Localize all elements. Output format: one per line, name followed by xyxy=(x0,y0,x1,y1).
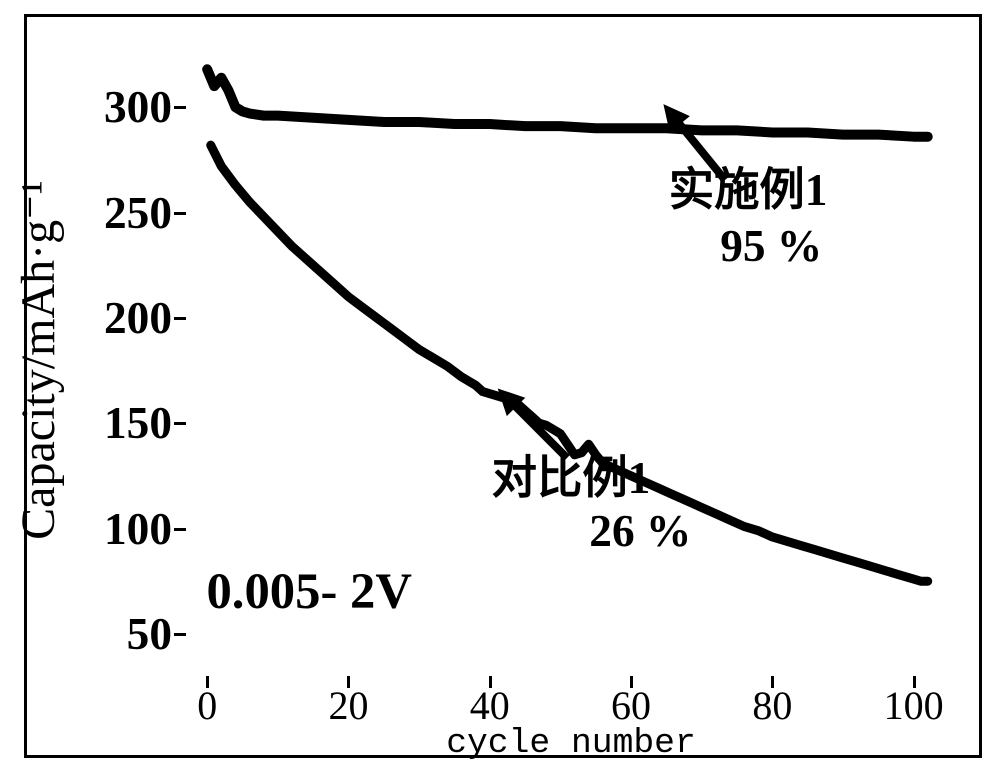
y-tick-mark xyxy=(174,422,186,425)
x-tick-mark xyxy=(913,676,916,688)
x-tick-mark xyxy=(771,676,774,688)
y-axis-title: Capacity/mAh·g⁻¹ xyxy=(10,180,66,540)
x-tick-mark xyxy=(206,676,209,688)
y-tick-mark xyxy=(174,633,186,636)
series-example1-percent: 95 % xyxy=(720,220,822,272)
series-compare1-percent: 26 % xyxy=(589,505,691,557)
y-tick-mark xyxy=(174,317,186,320)
voltage-range-label: 0.005- 2V xyxy=(206,562,411,620)
x-tick-mark xyxy=(347,676,350,688)
x-axis-title: cycle number xyxy=(446,724,696,763)
y-tick-mark xyxy=(174,212,186,215)
y-tick-mark xyxy=(174,106,186,109)
y-tick-mark xyxy=(174,528,186,531)
x-tick-mark xyxy=(630,676,633,688)
x-tick-mark xyxy=(489,676,492,688)
series-example1 xyxy=(207,69,928,136)
